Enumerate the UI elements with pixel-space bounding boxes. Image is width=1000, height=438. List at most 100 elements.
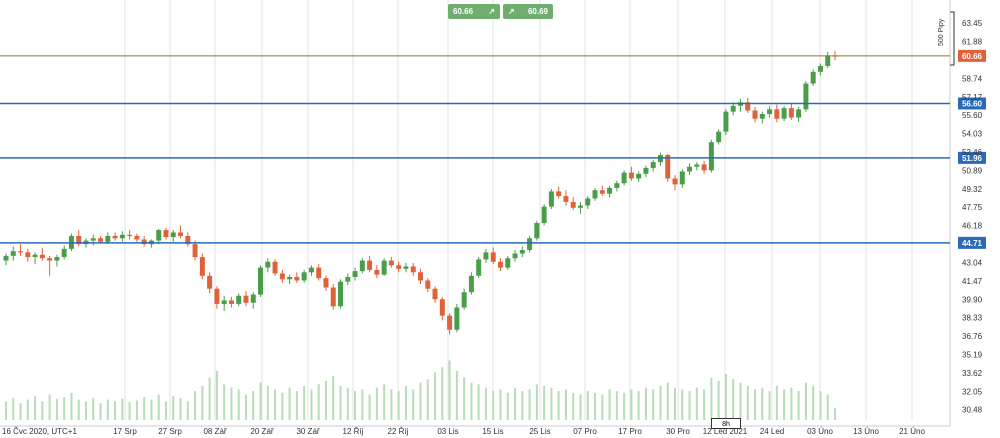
candle-up[interactable] [592,190,598,199]
buy-price-button[interactable]: ↗ 60.69 [503,4,553,19]
candle-down[interactable] [185,235,191,245]
candle-down[interactable] [752,110,758,119]
candle-up[interactable] [548,191,554,207]
candle-up[interactable] [10,251,16,256]
candle-down[interactable] [425,280,431,289]
candle-down[interactable] [279,273,285,280]
candle-up[interactable] [694,164,700,167]
candle-up[interactable] [287,276,293,280]
candle-down[interactable] [199,257,205,276]
candle-down[interactable] [25,252,31,258]
candle-up[interactable] [796,109,802,118]
candle-up[interactable] [810,71,816,84]
candle-up[interactable] [3,255,9,261]
candle-up[interactable] [32,254,38,258]
candle-up[interactable] [512,253,518,259]
candle-down[interactable] [163,230,169,238]
candle-up[interactable] [541,206,547,224]
candle-down[interactable] [178,232,184,236]
candle-down[interactable] [628,172,634,179]
candle-up[interactable] [636,173,642,179]
candle-up[interactable] [345,276,351,282]
candle-down[interactable] [701,164,707,171]
candle-up[interactable] [301,272,307,281]
candle-up[interactable] [505,258,511,268]
candle-down[interactable] [418,272,423,281]
candle-down[interactable] [47,258,53,261]
candle-down[interactable] [447,315,453,330]
candle-down[interactable] [439,299,445,316]
candle-down[interactable] [134,235,140,240]
candle-up[interactable] [519,250,525,254]
candle-down[interactable] [207,275,213,289]
candle-down[interactable] [112,235,118,239]
candle-up[interactable] [61,248,67,258]
candle-down[interactable] [745,102,751,111]
candle-up[interactable] [359,260,365,272]
candle-up[interactable] [621,172,627,184]
candle-up[interactable] [461,292,467,308]
candle-up[interactable] [767,109,773,115]
candle-up[interactable] [54,257,60,261]
candle-up[interactable] [119,234,125,239]
candle-up[interactable] [781,108,787,119]
horizontal-levels[interactable]: 56.60 51.96 44.71 60.66 [0,49,986,249]
candle-up[interactable] [687,166,693,172]
candle-down[interactable] [490,252,496,262]
candle-down[interactable] [243,295,249,303]
candle-up[interactable] [650,162,656,168]
candle-down[interactable] [672,178,678,185]
candle-down[interactable] [127,234,133,236]
candle-down[interactable] [214,288,220,304]
candle-down[interactable] [497,261,503,268]
candle-down[interactable] [323,278,329,288]
candle-up[interactable] [759,114,765,119]
candle-down[interactable] [228,300,234,304]
candle-down[interactable] [192,244,198,258]
sell-price-button[interactable]: 60.66 ↗ [448,4,500,19]
candle-down[interactable] [396,265,402,269]
interval-indicator[interactable]: 8h [711,418,741,429]
candle-up[interactable] [476,259,482,276]
candle-up[interactable] [156,230,162,241]
candle-up[interactable] [730,105,736,112]
candle-up[interactable] [716,131,722,143]
candle-up[interactable] [614,183,620,188]
candle-up[interactable] [534,223,540,239]
candle-up[interactable] [338,281,344,307]
candle-up[interactable] [468,275,474,293]
candle-down[interactable] [330,287,336,307]
candle-down[interactable] [141,239,147,245]
candle-up[interactable] [577,205,583,208]
candle-up[interactable] [825,55,831,66]
candle-down[interactable] [570,201,576,208]
candle-up[interactable] [723,111,729,132]
candle-up[interactable] [585,198,591,206]
candle-down[interactable] [563,196,569,202]
candle-down[interactable] [410,266,416,273]
candle-up[interactable] [170,232,176,238]
candle-up[interactable] [483,252,489,260]
candle-down[interactable] [774,109,780,119]
candle-down[interactable] [388,260,394,266]
candle-up[interactable] [708,142,714,171]
candle-up[interactable] [308,267,314,273]
candle-up[interactable] [265,261,271,268]
candle-down[interactable] [432,288,438,300]
candle-up[interactable] [250,294,256,303]
candle-down[interactable] [316,267,322,279]
candle-up[interactable] [817,65,823,72]
candle-up[interactable] [803,83,809,110]
candle-up[interactable] [236,295,242,304]
candle-down[interactable] [272,261,278,274]
candle-up[interactable] [352,271,358,277]
candle-down[interactable] [556,191,562,197]
candle-up[interactable] [381,260,387,275]
candle-up[interactable] [643,167,649,174]
candle-down[interactable] [76,235,82,245]
candle-up[interactable] [403,266,409,269]
candle-up[interactable] [454,307,460,330]
candle-down[interactable] [599,190,605,194]
candle-up[interactable] [105,235,111,242]
